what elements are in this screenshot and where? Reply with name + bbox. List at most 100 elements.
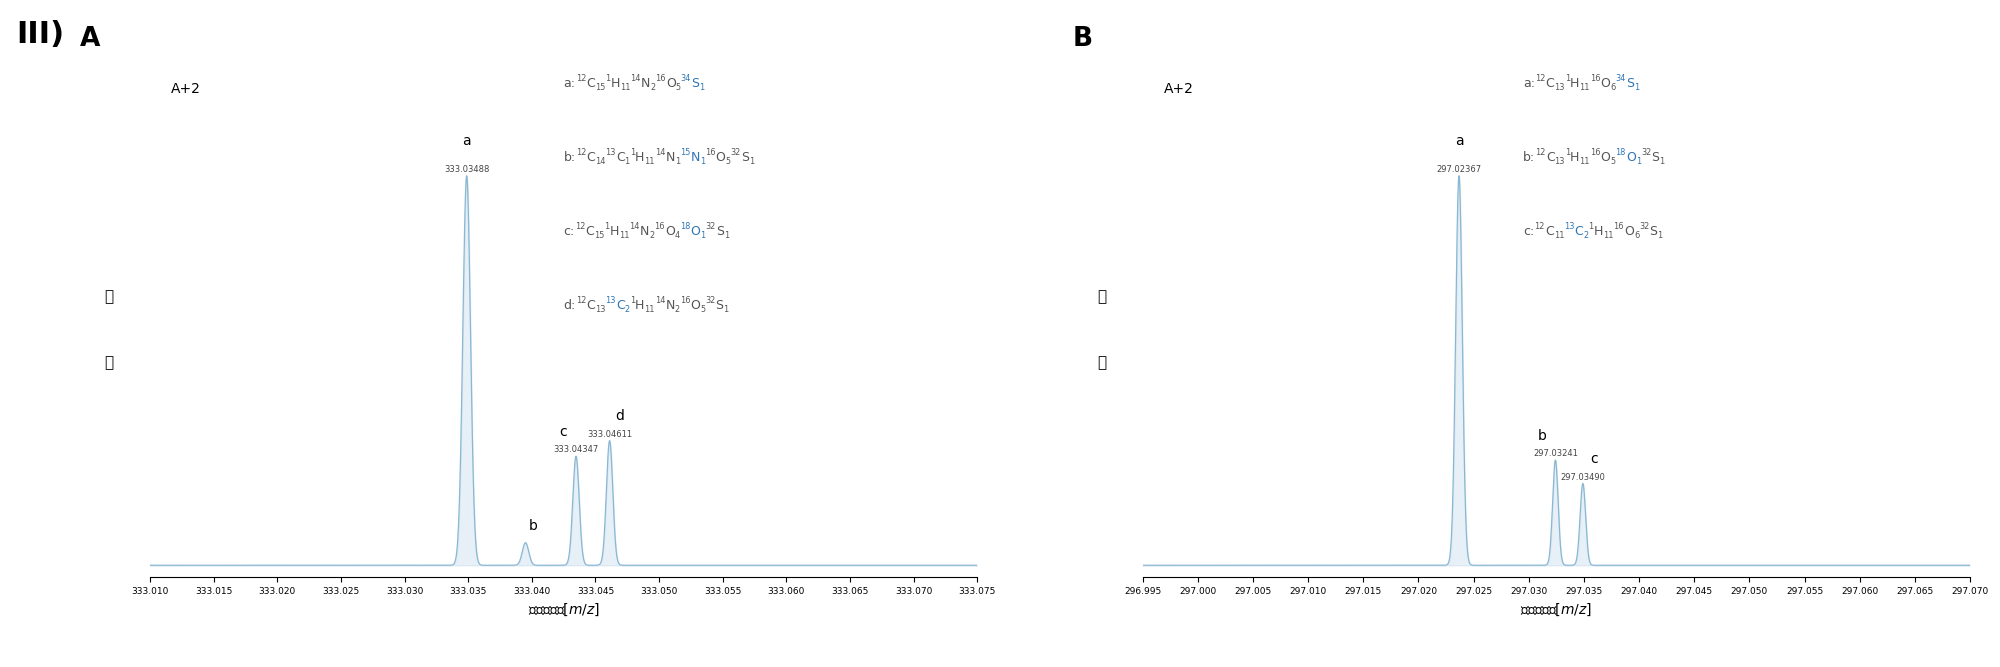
Text: 强: 强	[1096, 289, 1106, 303]
Text: 12: 12	[1534, 223, 1544, 231]
Text: S: S	[1652, 151, 1660, 164]
Text: C: C	[586, 151, 594, 164]
Text: 1: 1	[700, 231, 706, 239]
Text: 强: 强	[104, 289, 114, 303]
Text: 2: 2	[624, 305, 630, 313]
Text: 11: 11	[1580, 83, 1590, 91]
Text: 16: 16	[680, 296, 690, 305]
Text: b: b	[1538, 429, 1546, 443]
Text: 2: 2	[650, 231, 654, 239]
Text: 32: 32	[706, 296, 716, 305]
Text: 1: 1	[1588, 223, 1594, 231]
Text: H: H	[610, 77, 620, 90]
Text: N: N	[640, 225, 650, 238]
Text: 333.04347: 333.04347	[554, 446, 598, 454]
Text: 297.03490: 297.03490	[1560, 472, 1606, 482]
Text: S: S	[1626, 77, 1634, 90]
Text: 18: 18	[680, 223, 690, 231]
Text: 2: 2	[650, 83, 656, 91]
Text: d:: d:	[564, 299, 576, 312]
Text: 1: 1	[748, 157, 754, 165]
Text: 12: 12	[1536, 75, 1546, 83]
Text: 16: 16	[654, 223, 666, 231]
Text: 度: 度	[104, 355, 114, 370]
Text: 1: 1	[606, 75, 610, 83]
Text: c:: c:	[1524, 225, 1534, 238]
Text: O: O	[666, 225, 674, 238]
Text: a: a	[462, 135, 470, 149]
Text: 15: 15	[594, 83, 606, 91]
Text: S: S	[716, 299, 724, 312]
Text: O: O	[1600, 151, 1610, 164]
Text: 13: 13	[606, 149, 616, 157]
Text: O: O	[716, 151, 726, 164]
Text: III): III)	[16, 20, 64, 49]
Text: 16: 16	[1590, 75, 1600, 83]
Text: H: H	[610, 225, 620, 238]
Text: 1: 1	[1564, 75, 1570, 83]
Text: 13: 13	[1554, 157, 1564, 165]
Text: 11: 11	[620, 231, 630, 239]
Text: C: C	[1544, 225, 1554, 238]
Text: 13: 13	[606, 296, 616, 305]
Text: c:: c:	[564, 225, 574, 238]
Text: c: c	[560, 425, 568, 439]
Text: 1: 1	[724, 305, 728, 313]
Text: N: N	[640, 77, 650, 90]
Text: 16: 16	[1614, 223, 1624, 231]
Text: 5: 5	[700, 305, 706, 313]
Text: 度: 度	[1096, 355, 1106, 370]
Text: 11: 11	[1580, 157, 1590, 165]
Text: 11: 11	[644, 305, 654, 313]
Text: c: c	[1590, 452, 1598, 466]
Text: N: N	[690, 151, 700, 164]
Text: 34: 34	[1616, 75, 1626, 83]
Text: 1: 1	[1634, 83, 1640, 91]
Text: C: C	[586, 77, 594, 90]
Text: H: H	[634, 299, 644, 312]
Text: B: B	[1072, 26, 1092, 52]
Text: 1: 1	[630, 149, 636, 157]
Text: 5: 5	[676, 83, 680, 91]
Text: H: H	[636, 151, 644, 164]
Text: 6: 6	[1634, 231, 1640, 239]
Text: 1: 1	[624, 157, 630, 165]
Text: 14: 14	[654, 149, 666, 157]
Text: 2: 2	[1584, 231, 1588, 239]
Text: b:: b:	[564, 151, 576, 164]
Text: 32: 32	[706, 223, 716, 231]
Text: 13: 13	[1564, 223, 1574, 231]
Text: 12: 12	[576, 149, 586, 157]
Text: 6: 6	[1610, 83, 1616, 91]
Text: 333.04611: 333.04611	[588, 430, 632, 439]
Text: 5: 5	[1610, 157, 1616, 165]
Text: S: S	[1650, 225, 1658, 238]
Text: 32: 32	[1640, 223, 1650, 231]
Text: 14: 14	[630, 223, 640, 231]
Text: a:: a:	[1524, 77, 1536, 90]
Text: C: C	[586, 225, 594, 238]
Text: O: O	[1626, 151, 1636, 164]
Text: C: C	[1574, 225, 1584, 238]
Text: S: S	[692, 77, 700, 90]
Text: 14: 14	[594, 157, 606, 165]
Text: 16: 16	[1590, 149, 1600, 157]
Text: 11: 11	[620, 83, 630, 91]
Text: 34: 34	[680, 75, 692, 83]
Text: 4: 4	[674, 231, 680, 239]
Text: A+2: A+2	[170, 82, 200, 96]
Text: O: O	[690, 299, 700, 312]
Text: 1: 1	[724, 231, 730, 239]
Text: A: A	[80, 26, 100, 52]
Text: 1: 1	[604, 223, 610, 231]
Text: 333.03488: 333.03488	[444, 165, 490, 174]
X-axis label: 实测质量数[$m/z$]: 实测质量数[$m/z$]	[528, 601, 600, 618]
Text: 32: 32	[1642, 149, 1652, 157]
Text: 297.03241: 297.03241	[1532, 449, 1578, 458]
Text: 16: 16	[656, 75, 666, 83]
Text: b: b	[528, 519, 538, 533]
Text: 1: 1	[700, 157, 706, 165]
Text: 13: 13	[1554, 83, 1564, 91]
Text: C: C	[1546, 151, 1554, 164]
Text: 32: 32	[730, 149, 740, 157]
